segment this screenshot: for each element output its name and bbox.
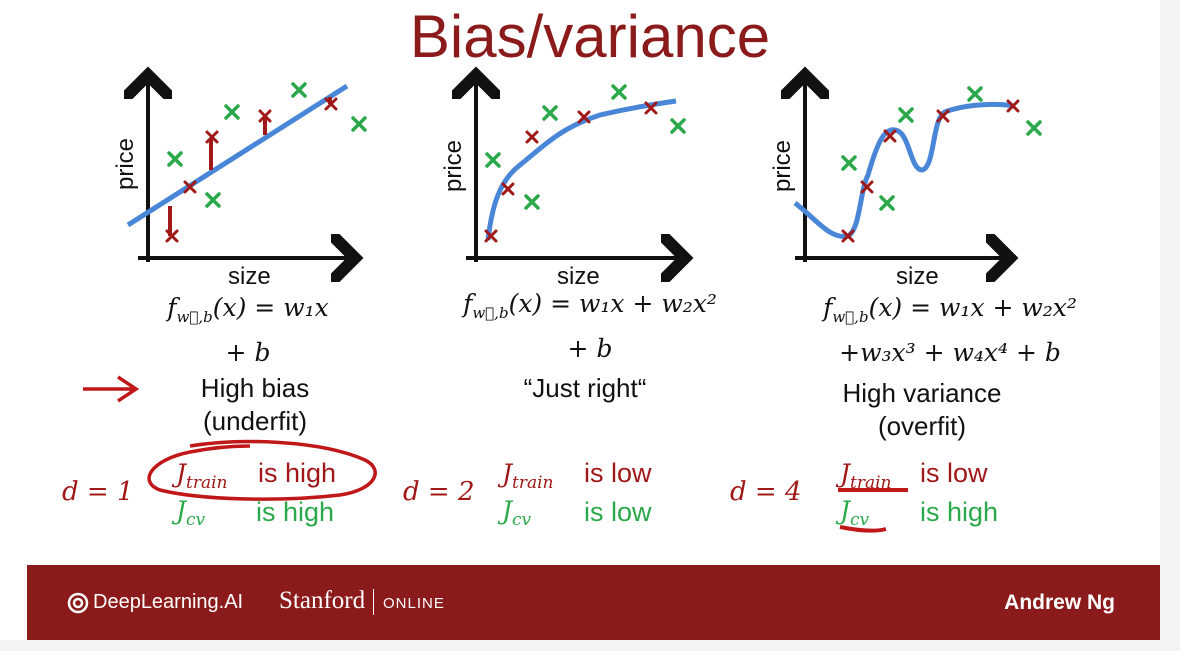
slide-edge-right: [1160, 0, 1180, 651]
panel3-ylabel: price: [769, 139, 797, 193]
panel2-ylabel: price: [440, 139, 468, 193]
cv-point-cross: [224, 104, 240, 120]
panel2-jcv-status: is low: [584, 497, 652, 527]
panel3-jcv-status: is high: [920, 497, 999, 527]
deeplearning-logo: DeepLearning.AI: [67, 591, 243, 614]
train-point-cross: [501, 182, 515, 196]
panel3-label: High variance (overfit): [842, 378, 1002, 441]
cv-point-cross: [291, 82, 307, 98]
panel1-formula: fw⃗,b(x) = w₁x + b: [167, 293, 329, 367]
train-point-cross: [165, 229, 179, 243]
deeplearning-logo-text: DeepLearning.AI: [93, 591, 244, 613]
panel3-formula: fw⃗,b(x) = w₁x + w₂x² +w₃x³ + w₄x⁴ + b: [823, 293, 1077, 367]
stanford-online-text: ONLINE: [383, 595, 445, 612]
cv-point-cross: [670, 118, 686, 134]
logo-divider: [373, 589, 374, 615]
train-point-cross: [525, 130, 539, 144]
panel1-degree: d = 1: [62, 477, 134, 507]
panel3-quartic-fit: [793, 101, 1015, 239]
arrow-annotation: [83, 375, 140, 403]
train-point-cross: [324, 97, 338, 111]
cv-point-cross: [542, 105, 558, 121]
train-point-cross: [644, 101, 658, 115]
panel3-degree: d = 4: [730, 477, 802, 507]
deeplearning-icon: [67, 592, 89, 613]
circle-annotation: [147, 439, 377, 501]
panel3-jtrain: Jtrain: [840, 459, 892, 493]
cv-point-cross: [898, 107, 914, 123]
train-point-cross: [860, 180, 874, 194]
panel3-axes: [795, 75, 1010, 262]
stanford-logo-text: Stanford: [279, 587, 366, 614]
cv-point-cross: [611, 84, 627, 100]
panel1-jcv: Jcv: [176, 496, 206, 530]
train-point-cross: [205, 130, 219, 144]
panel2-jtrain: Jtrain: [502, 459, 554, 493]
panel1-jcv-status: is high: [256, 497, 335, 527]
panel2-jcv: Jcv: [502, 496, 532, 530]
cv-point-cross: [205, 192, 221, 208]
panel1-xlabel: size: [228, 263, 271, 290]
panel2-degree: d = 2: [403, 477, 475, 507]
panel1-label: High bias (underfit): [200, 373, 310, 436]
train-point-cross: [883, 129, 897, 143]
panel3-xlabel: size: [896, 263, 939, 290]
cv-point-cross: [967, 86, 983, 102]
cv-point-cross: [879, 195, 895, 211]
panel3-jcv: Jcv: [840, 496, 870, 530]
cv-point-cross: [167, 151, 183, 167]
train-point-cross: [577, 110, 591, 124]
panel2-jtrain-status: is low: [584, 458, 652, 488]
panel1-ylabel: price: [112, 137, 140, 191]
cv-point-cross: [524, 194, 540, 210]
cv-point-cross: [841, 155, 857, 171]
panel2-xlabel: size: [557, 263, 600, 290]
train-point-cross: [258, 109, 272, 123]
panel3-jtrain-status: is low: [920, 458, 988, 488]
train-point-cross: [936, 109, 950, 123]
panel1-residuals: [168, 97, 332, 236]
slide-title: Bias/variance: [409, 3, 771, 70]
panel1-linear-fit: [126, 83, 349, 228]
panel1-jtrain: Jtrain: [176, 459, 228, 493]
panel2-quadratic-fit: [485, 98, 677, 241]
author-name: Andrew Ng: [1004, 591, 1115, 614]
data-crosses: [165, 82, 1042, 243]
cv-point-cross: [351, 116, 367, 132]
cv-point-cross: [485, 152, 501, 168]
train-point-cross: [841, 229, 855, 243]
slide-edge-bottom: [0, 640, 1180, 651]
panel2-label: “Just right“: [523, 373, 647, 403]
panel2-formula: fw⃗,b(x) = w₁x + w₂x² + b: [463, 289, 717, 363]
train-point-cross: [1006, 99, 1020, 113]
train-point-cross: [183, 180, 197, 194]
panel1-axes: [138, 75, 355, 262]
train-point-cross: [484, 229, 498, 243]
panel1-jtrain-status: is high: [258, 458, 337, 488]
cv-point-cross: [1026, 120, 1042, 136]
footer-bar: DeepLearning.AI Stanford ONLINE Andrew N…: [27, 565, 1160, 640]
panel2-axes: [466, 75, 685, 262]
underline-jcv: [839, 525, 887, 533]
